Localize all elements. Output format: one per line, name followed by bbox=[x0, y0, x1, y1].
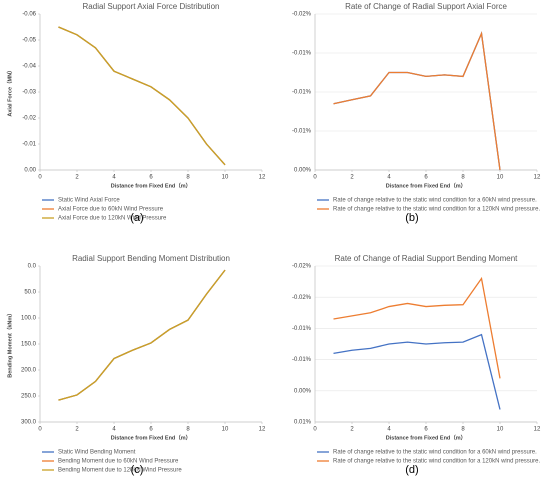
x-tick-label: 2 bbox=[75, 175, 79, 181]
legend-label: Rate of change relative to the static wi… bbox=[333, 207, 540, 213]
x-tick-label: 12 bbox=[534, 427, 541, 433]
x-tick-label: 4 bbox=[387, 427, 391, 433]
y-tick-label: -0.04 bbox=[22, 64, 36, 70]
x-tick-label: 8 bbox=[186, 175, 190, 181]
panel-label: (b) bbox=[405, 212, 418, 224]
y-tick-label: 0.00% bbox=[294, 388, 312, 394]
series-line bbox=[58, 269, 226, 401]
x-tick-label: 10 bbox=[497, 175, 504, 181]
y-tick-label: -0.02% bbox=[292, 264, 312, 270]
x-axis-label: Distance from Fixed End（m） bbox=[111, 181, 191, 189]
series-line bbox=[58, 269, 226, 401]
legend-label: Static Wind Bending Moment bbox=[58, 450, 136, 456]
panel-label: (c) bbox=[131, 464, 144, 476]
y-tick-label: -0.01% bbox=[292, 326, 312, 332]
x-tick-label: 2 bbox=[350, 175, 354, 181]
y-tick-label: -0.02 bbox=[22, 116, 36, 122]
x-tick-label: 6 bbox=[149, 427, 153, 433]
y-tick-label: -0.05 bbox=[22, 38, 36, 44]
x-tick-label: 0 bbox=[38, 175, 42, 181]
x-tick-label: 8 bbox=[186, 427, 190, 433]
legend-label: Axial Force due to 60kN Wind Pressure bbox=[58, 207, 164, 213]
x-axis-label: Distance from Fixed End（m） bbox=[386, 181, 466, 189]
series-line bbox=[333, 31, 501, 171]
x-tick-label: 8 bbox=[461, 175, 465, 181]
y-tick-label: -0.01 bbox=[22, 142, 36, 148]
legend-label: Axial Force due to 120kN Wind Pressure bbox=[58, 216, 167, 222]
x-tick-label: 2 bbox=[75, 427, 79, 433]
legend-label: Rate of change relative to the static wi… bbox=[333, 450, 537, 456]
x-tick-label: 4 bbox=[112, 175, 116, 181]
x-axis-label: Distance from Fixed End（m） bbox=[111, 433, 191, 441]
x-tick-label: 0 bbox=[313, 175, 317, 181]
y-tick-label: 200.0 bbox=[21, 368, 37, 374]
x-tick-label: 12 bbox=[259, 175, 266, 181]
chart-title: Rate of Change of Radial Support Bending… bbox=[335, 254, 519, 263]
y-tick-label: 300.0 bbox=[21, 420, 37, 426]
x-tick-label: 10 bbox=[222, 175, 229, 181]
y-tick-label: 0.0 bbox=[28, 264, 37, 270]
y-tick-label: -0.01% bbox=[292, 129, 312, 135]
series-line bbox=[58, 26, 226, 166]
x-tick-label: 10 bbox=[222, 427, 229, 433]
y-axis-label: Axial Force（MN） bbox=[5, 67, 13, 116]
y-tick-label: -0.06 bbox=[22, 12, 36, 18]
series-line bbox=[58, 26, 226, 166]
chart-title: Radial Support Bending Moment Distributi… bbox=[72, 254, 230, 263]
x-tick-label: 8 bbox=[461, 427, 465, 433]
legend-label: Static Wind Axial Force bbox=[58, 198, 120, 204]
y-tick-label: 0.01% bbox=[294, 420, 312, 426]
x-tick-label: 6 bbox=[149, 175, 153, 181]
x-tick-label: 2 bbox=[350, 427, 354, 433]
x-tick-label: 6 bbox=[424, 175, 428, 181]
x-tick-label: 0 bbox=[38, 427, 42, 433]
series-line bbox=[58, 26, 226, 166]
chart-title: Rate of Change of Radial Support Axial F… bbox=[345, 2, 507, 11]
y-tick-label: -0.01% bbox=[292, 90, 312, 96]
series-line bbox=[333, 333, 501, 410]
series-line bbox=[58, 269, 226, 401]
y-tick-label: 0.00% bbox=[294, 168, 312, 174]
y-tick-label: -0.02% bbox=[292, 12, 312, 18]
y-axis-label: Bending Moment（kNm） bbox=[5, 310, 13, 378]
y-tick-label: 50.0 bbox=[24, 290, 36, 296]
y-tick-label: -0.01% bbox=[292, 51, 312, 57]
panel-label: (d) bbox=[405, 464, 418, 476]
y-tick-label: -0.01% bbox=[292, 357, 312, 363]
y-tick-label: 100.0 bbox=[21, 316, 37, 322]
chart-title: Radial Support Axial Force Distribution bbox=[83, 2, 220, 11]
legend-label: Rate of change relative to the static wi… bbox=[333, 198, 537, 204]
y-tick-label: -0.02% bbox=[292, 295, 312, 301]
y-tick-label: 0.00 bbox=[24, 168, 36, 174]
y-tick-label: 250.0 bbox=[21, 394, 37, 400]
x-tick-label: 12 bbox=[259, 427, 266, 433]
series-line bbox=[333, 31, 501, 171]
legend-label: Bending Moment due to 60kN Wind Pressure bbox=[58, 459, 179, 465]
legend-label: Rate of change relative to the static wi… bbox=[333, 459, 540, 465]
series-line bbox=[333, 276, 501, 379]
x-tick-label: 4 bbox=[387, 175, 391, 181]
x-axis-label: Distance from Fixed End（m） bbox=[386, 433, 466, 441]
x-tick-label: 0 bbox=[313, 427, 317, 433]
x-tick-label: 4 bbox=[112, 427, 116, 433]
x-tick-label: 10 bbox=[497, 427, 504, 433]
x-tick-label: 6 bbox=[424, 427, 428, 433]
y-tick-label: -0.03 bbox=[22, 90, 36, 96]
x-tick-label: 12 bbox=[534, 175, 541, 181]
legend-label: Bending Moment due to 120kN Wind Pressur… bbox=[58, 468, 182, 474]
y-tick-label: 150.0 bbox=[21, 342, 37, 348]
panel-label: (a) bbox=[130, 212, 143, 224]
